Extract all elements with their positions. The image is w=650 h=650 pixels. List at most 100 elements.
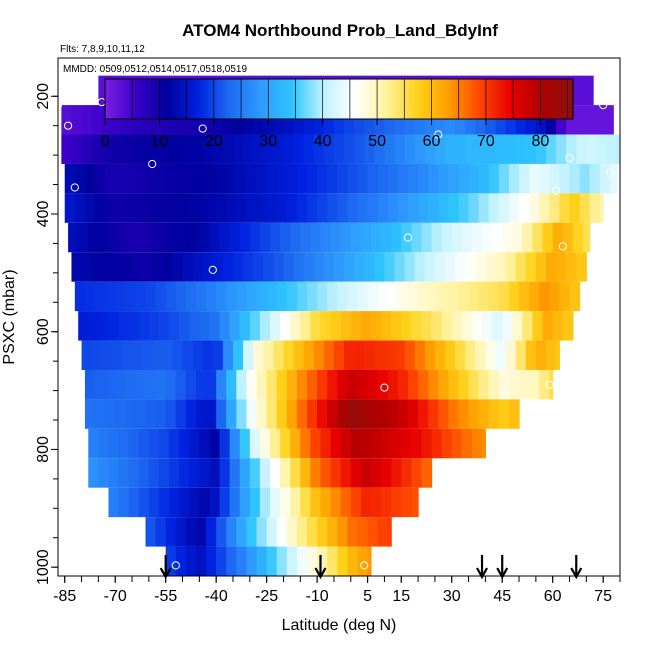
heatmap-cell [263, 134, 274, 164]
colorbar-segment [115, 79, 120, 119]
heatmap-cell [128, 487, 140, 518]
heatmap-cell [239, 222, 251, 253]
heatmap-cell [172, 252, 184, 282]
heatmap-cell [212, 340, 224, 370]
heatmap-cell [545, 134, 557, 164]
heatmap-cell [498, 163, 510, 194]
heatmap-cell [367, 517, 379, 547]
heatmap-cell [421, 458, 433, 488]
heatmap-cell [78, 311, 89, 341]
marker-point [171, 561, 180, 570]
heatmap-cell [182, 340, 194, 370]
heatmap-cell [572, 75, 584, 106]
heatmap-cell [508, 163, 520, 194]
heatmap-cell [407, 281, 419, 312]
heatmap-cell [485, 252, 497, 282]
heatmap-cell [162, 252, 174, 282]
colorbar-segment [336, 79, 340, 119]
heatmap-cell [445, 252, 456, 282]
heatmap-cell [424, 134, 436, 164]
heatmap-cell [229, 458, 241, 488]
heatmap-cell [572, 222, 584, 253]
heatmap-cell [492, 222, 503, 253]
heatmap-cell [589, 163, 601, 194]
heatmap-cell [313, 105, 325, 135]
colorbar-segment [559, 79, 563, 119]
heatmap-cell [407, 369, 419, 400]
heatmap-cell [428, 193, 439, 223]
heatmap-cell [189, 458, 200, 488]
colorbar-segment [211, 79, 215, 119]
heatmap-cell [195, 281, 207, 312]
heatmap-cell [330, 458, 342, 488]
heatmap-cell [216, 281, 227, 312]
heatmap-cell [313, 340, 325, 370]
heatmap-cell [185, 281, 197, 312]
heatmap-cell [192, 134, 204, 164]
heatmap-cell [340, 487, 352, 518]
heatmap-cell [340, 428, 352, 459]
heatmap-cell [414, 105, 426, 135]
heatmap-cell [280, 222, 291, 253]
heatmap-cell [95, 193, 106, 223]
colorbar-segment [521, 79, 525, 119]
colorbar-segment [121, 79, 125, 119]
heatmap-cell [71, 134, 83, 164]
heatmap-cell [81, 105, 93, 135]
heatmap-cell [209, 428, 221, 459]
heatmap-cell [91, 340, 103, 370]
heatmap-cell [549, 281, 561, 312]
heatmap-cell [88, 428, 99, 459]
heatmap-cell [307, 369, 318, 400]
heatmap-cell [381, 487, 392, 518]
heatmap-cell [185, 369, 197, 400]
heatmap-cell [95, 281, 106, 312]
heatmap-cell [179, 487, 190, 518]
heatmap-cell [206, 546, 217, 576]
heatmap-cell [195, 163, 207, 194]
colorbar-segment [175, 79, 179, 119]
heatmap-cell [138, 311, 150, 341]
heatmap-cell [549, 193, 561, 223]
heatmap-cell [333, 340, 345, 370]
heatmap-cell [175, 517, 187, 547]
heatmap-cell [189, 311, 200, 341]
colorbar-tick-label: 40 [314, 133, 332, 150]
heatmap-cell [95, 163, 106, 194]
colorbar-segment [140, 79, 144, 119]
heatmap-cell [259, 222, 271, 253]
heatmap-cell [360, 222, 372, 253]
heatmap-cell [330, 311, 342, 341]
heatmap-cell [98, 311, 110, 341]
heatmap-cell [367, 281, 379, 312]
heatmap-cell [219, 428, 231, 459]
heatmap-cell [108, 428, 120, 459]
heatmap-cell [115, 399, 126, 429]
heatmap-cell [387, 193, 399, 223]
heatmap-row [88, 428, 486, 459]
heatmap-cell [246, 369, 258, 400]
colorbar-segment [241, 79, 245, 119]
heatmap-cell [350, 428, 362, 459]
heatmap-cell [320, 311, 332, 341]
colorbar-segment [268, 79, 272, 119]
heatmap-cell [111, 134, 123, 164]
colorbar-segment [496, 79, 501, 119]
colorbar-tick-label: 10 [151, 133, 169, 150]
heatmap-cell [101, 252, 113, 282]
colorbar-segment [415, 79, 419, 119]
heatmap-cell [377, 399, 389, 429]
heatmap-cell [121, 134, 133, 164]
heatmap-cell [300, 428, 311, 459]
colorbar-segment [230, 79, 234, 119]
heatmap-cell [273, 252, 285, 282]
heatmap-cell [249, 222, 261, 253]
heatmap-cell [270, 222, 281, 253]
heatmap-cell [256, 369, 268, 400]
heatmap-cell [283, 340, 295, 370]
heatmap-cell [229, 311, 241, 341]
heatmap-cell [465, 134, 476, 164]
colorbar-segment [564, 79, 569, 119]
heatmap-cell [552, 222, 564, 253]
heatmap-cell [397, 163, 409, 194]
